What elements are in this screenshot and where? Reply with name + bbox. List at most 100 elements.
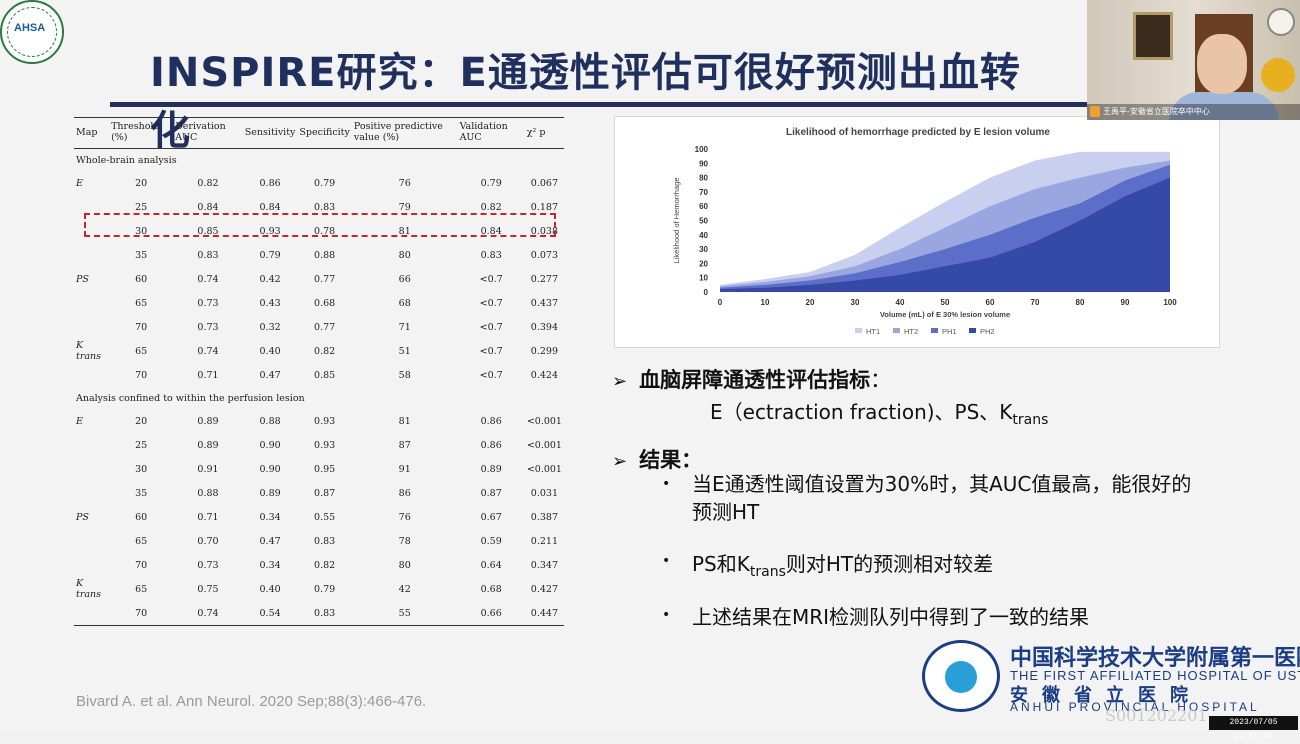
value-cell: <0.7 <box>479 321 503 333</box>
map-cell <box>74 291 109 315</box>
value-cell: 0.47 <box>259 535 281 547</box>
item2-sub: trans <box>749 564 786 580</box>
arrow-icon: ➢ <box>612 371 628 392</box>
table-row: E 20 0.82 0.86 0.79 76 0.79 0.067 <box>74 171 564 195</box>
value-cell: 0.71 <box>197 511 219 523</box>
table-row: 35 0.88 0.89 0.87 86 0.87 0.031 <box>74 481 564 505</box>
value-cell: 65 <box>135 583 148 595</box>
item2-post: 则对HT的预测相对较差 <box>785 552 994 576</box>
value-cell: 0.78 <box>314 225 336 237</box>
chart-panel: Likelihood of hemorrhage predicted by E … <box>614 116 1220 348</box>
value-cell: 0.82 <box>314 345 336 357</box>
section-row: Whole-brain analysis <box>74 149 564 172</box>
x-tick-label: 60 <box>986 298 995 307</box>
y-tick-label: 100 <box>695 145 709 154</box>
value-cell: 0.031 <box>530 487 558 499</box>
value-cell: 0.427 <box>530 583 558 595</box>
value-cell: 87 <box>398 439 411 451</box>
value-cell: 0.87 <box>480 487 502 499</box>
x-axis-label: Volume (mL) of E 30% lesion volume <box>880 310 1010 319</box>
table-row: 30 0.85 0.93 0.78 81 0.84 0.038 <box>74 219 564 243</box>
provincial-name-cn: 安徽省立医院 <box>1010 685 1202 706</box>
value-cell: 0.88 <box>314 249 336 261</box>
section-label: Whole-brain analysis <box>76 154 177 166</box>
clock-icon <box>1267 8 1295 36</box>
column-header: Threshold (%) <box>109 117 174 149</box>
column-header: Derivation AUC <box>173 117 243 149</box>
value-cell: 0.42 <box>259 273 281 285</box>
y-tick-label: 0 <box>704 288 709 297</box>
value-cell: 25 <box>135 439 148 451</box>
map-cell <box>74 457 109 481</box>
x-tick-label: 70 <box>1031 298 1040 307</box>
indicator-sub: trans <box>1012 412 1049 428</box>
value-cell: 0.68 <box>480 583 502 595</box>
speaker-video[interactable]: 王禹平-安徽省立医院卒中中心 <box>1087 0 1300 120</box>
y-tick-label: 40 <box>699 231 708 240</box>
legend-swatch <box>855 328 862 333</box>
value-cell: <0.7 <box>479 273 503 285</box>
value-cell: 0.90 <box>259 439 281 451</box>
value-cell: 68 <box>398 297 411 309</box>
value-cell: 70 <box>135 369 148 381</box>
map-cell: K trans <box>76 578 102 600</box>
column-header: Specificity <box>297 117 352 149</box>
map-cell <box>74 529 109 553</box>
provincial-name-en: ANHUI PROVINCIAL HOSPITAL <box>1010 700 1260 714</box>
citation: Bivard A. et al. Ann Neurol. 2020 Sep;88… <box>76 693 427 710</box>
value-cell: 30 <box>135 225 148 237</box>
value-cell: 0.79 <box>314 177 336 189</box>
value-cell: 0.54 <box>242 601 298 626</box>
table-row: PS 60 0.74 0.42 0.77 66 <0.7 0.277 <box>74 267 564 291</box>
y-tick-label: 50 <box>699 217 708 226</box>
value-cell: 0.89 <box>259 487 281 499</box>
x-tick-label: 20 <box>806 298 815 307</box>
table-row: 65 0.73 0.43 0.68 68 <0.7 0.437 <box>74 291 564 315</box>
watermark: S001202201 <box>1105 706 1208 725</box>
value-cell: 0.70 <box>197 535 219 547</box>
value-cell: 66 <box>398 273 411 285</box>
value-cell: 55 <box>351 601 458 626</box>
value-cell: 0.88 <box>259 415 281 427</box>
table-row: 70 0.73 0.34 0.82 80 0.64 0.347 <box>74 553 564 577</box>
highlight-box <box>84 213 556 237</box>
value-cell: 0.74 <box>173 601 243 626</box>
value-cell: 0.86 <box>259 177 281 189</box>
microphone-icon[interactable] <box>1090 106 1100 117</box>
speaker-name: 王禹平-安徽省立医院卒中中心 <box>1087 104 1300 120</box>
value-cell: 30 <box>135 463 148 475</box>
result-item-3: 上述结果在MRI检测队列中得到了一致的结果 <box>692 605 1090 629</box>
table-row: 70 0.74 0.54 0.83 55 0.66 0.447 <box>74 601 564 626</box>
value-cell: 0.067 <box>530 177 558 189</box>
bullet-dot-icon: • <box>662 607 671 623</box>
y-tick-label: 20 <box>699 259 708 268</box>
hospital-name-en: THE FIRST AFFILIATED HOSPITAL OF USTC <box>1010 668 1300 683</box>
indicator-text: E（ectraction fraction)、PS、K <box>710 400 1013 424</box>
value-cell: 0.447 <box>524 601 564 626</box>
value-cell: 65 <box>135 345 148 357</box>
value-cell: 80 <box>398 249 411 261</box>
value-cell: 0.75 <box>197 583 219 595</box>
value-cell: 76 <box>398 511 411 523</box>
x-tick-label: 30 <box>851 298 860 307</box>
value-cell: 0.74 <box>197 345 219 357</box>
table-row: K trans 65 0.74 0.40 0.82 51 <0.7 0.299 <box>74 339 564 363</box>
column-header: Map <box>74 117 110 149</box>
value-cell: 0.073 <box>530 249 558 261</box>
map-cell: E <box>76 415 83 427</box>
value-cell: 0.77 <box>314 273 336 285</box>
value-cell: 0.71 <box>197 369 219 381</box>
value-cell: 0.89 <box>197 439 219 451</box>
table-row: 35 0.83 0.79 0.88 80 0.83 0.073 <box>74 243 564 267</box>
value-cell: 35 <box>135 249 148 261</box>
y-tick-label: 60 <box>699 202 708 211</box>
value-cell: 0.68 <box>314 297 336 309</box>
value-cell: 81 <box>398 415 411 427</box>
value-cell: 0.83 <box>314 535 336 547</box>
value-cell: 0.83 <box>197 249 219 261</box>
value-cell: 0.73 <box>197 321 219 333</box>
value-cell: 20 <box>135 177 148 189</box>
bullet-dot-icon: • <box>662 476 671 492</box>
title-underline <box>110 102 1090 107</box>
